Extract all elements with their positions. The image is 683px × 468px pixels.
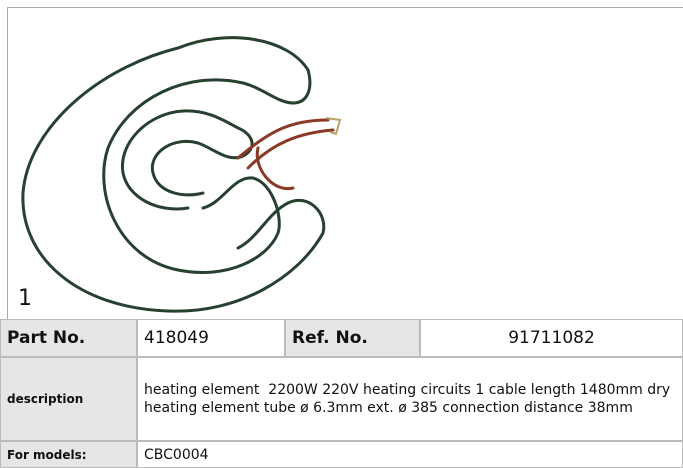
figure-label: 1 [18,286,32,311]
description: heating element 2200W 220V heating circu… [137,357,683,441]
label-cell: Ref. No. [285,319,420,357]
product-image: 1 [7,7,683,319]
part-number: 418049 [137,319,285,357]
label-cell: description [0,357,137,441]
label-cell: For models: [0,441,137,468]
label-cell: Part No. [0,319,137,357]
heating-element-drawing [8,8,683,319]
ref-number: 91711082 [420,319,683,357]
models: CBC0004 [137,441,683,468]
product-card: 1 Part No. 418049 Ref. No. 91711082 desc… [0,0,683,468]
